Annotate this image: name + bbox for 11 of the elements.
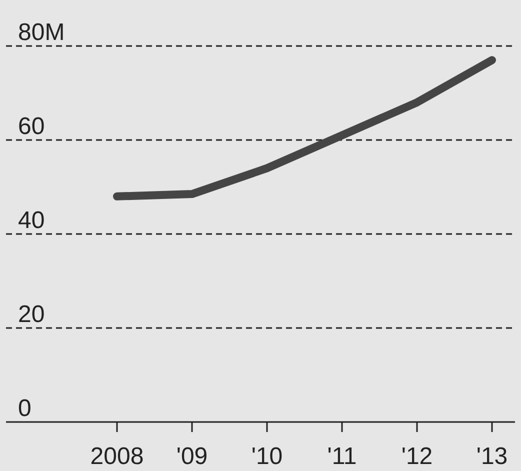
y-tick-label: 60: [18, 113, 45, 140]
y-tick-label: 20: [18, 301, 45, 328]
x-tick-label: '09: [176, 443, 208, 470]
y-tick-label: 80M: [18, 19, 65, 46]
x-tick-label: 2008: [90, 443, 144, 470]
x-tick-label: '13: [476, 443, 508, 470]
x-tick-label: '10: [251, 443, 283, 470]
y-tick-label: 40: [18, 207, 45, 234]
x-tick-label: '12: [401, 443, 433, 470]
y-tick-label: 0: [18, 395, 32, 422]
x-tick-label: '11: [327, 443, 357, 470]
